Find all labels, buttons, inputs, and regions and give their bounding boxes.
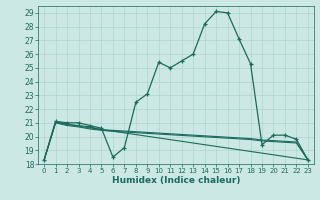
X-axis label: Humidex (Indice chaleur): Humidex (Indice chaleur) (112, 176, 240, 185)
